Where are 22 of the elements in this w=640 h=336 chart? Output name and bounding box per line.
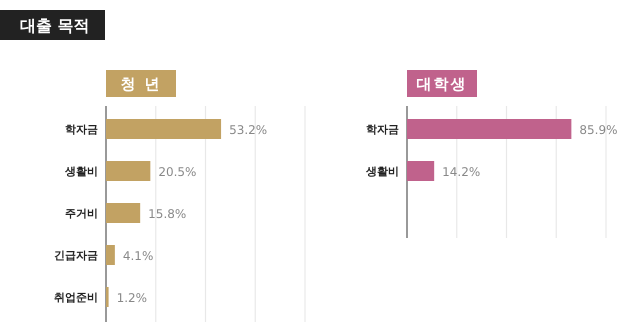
data-label: 85.9% bbox=[579, 123, 618, 137]
y-tick-label: 학자금 bbox=[65, 123, 98, 136]
text: 대출 목적 bbox=[20, 16, 90, 35]
data-label: 53.2% bbox=[229, 123, 268, 137]
y-tick-label: 긴급자금 bbox=[54, 249, 98, 262]
bar bbox=[106, 119, 222, 139]
data-label: 14.2% bbox=[442, 165, 480, 179]
bar bbox=[106, 245, 115, 265]
data-label: 15.8% bbox=[148, 207, 186, 221]
bar bbox=[106, 287, 109, 307]
chart-title: 청 년 bbox=[120, 75, 162, 93]
y-tick-label: 생활비 bbox=[365, 165, 399, 178]
y-tick-label: 학자금 bbox=[366, 123, 399, 136]
bar bbox=[106, 161, 150, 181]
y-tick-label: 취업준비 bbox=[54, 291, 98, 304]
bar bbox=[106, 203, 140, 223]
data-label: 4.1% bbox=[122, 249, 154, 263]
data-label: 20.5% bbox=[158, 165, 196, 179]
chart-title: 대학생 bbox=[416, 75, 468, 93]
data-label: 1.2% bbox=[116, 291, 148, 305]
y-tick-label: 주거비 bbox=[65, 207, 98, 220]
y-tick-label: 생활비 bbox=[64, 165, 98, 178]
